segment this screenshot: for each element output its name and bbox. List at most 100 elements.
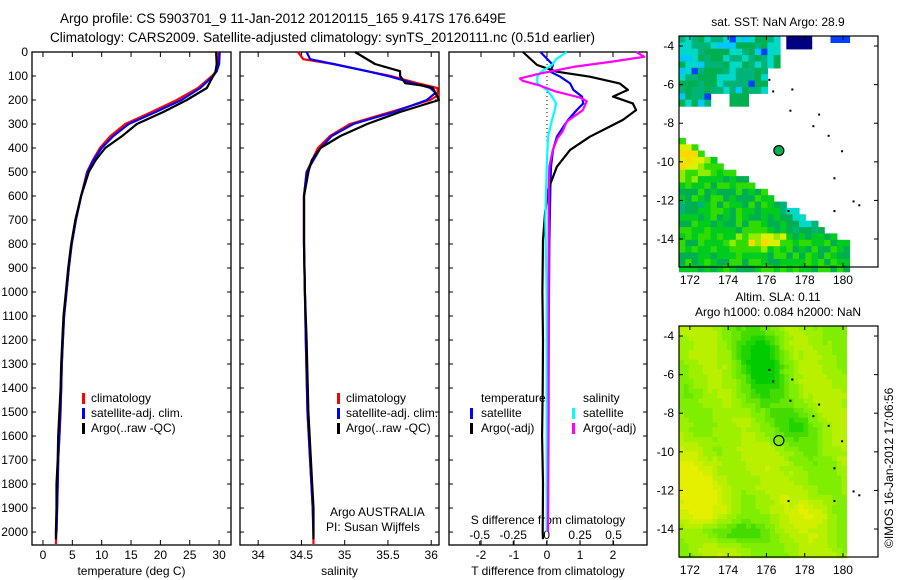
sla-cell [789, 499, 795, 506]
sla-cell [750, 354, 757, 361]
sla-cell [702, 379, 709, 385]
sla-cell [760, 408, 766, 414]
sla-cell [808, 417, 814, 424]
sla-cell [803, 523, 809, 530]
sla-cell [817, 490, 824, 496]
sst-cell [786, 42, 794, 50]
sst-cell [735, 201, 743, 209]
island-marker [833, 210, 836, 213]
sla-cell [717, 528, 723, 534]
y-tick-label: 1000 [1, 285, 28, 299]
sst-cell [697, 55, 705, 63]
sst-cell [691, 150, 699, 158]
sla-cell [679, 412, 685, 419]
sst-cell [685, 61, 693, 69]
sla-cell [712, 374, 718, 380]
sla-cell [688, 364, 694, 370]
sst-cell [792, 220, 800, 228]
sla-cell [683, 364, 690, 370]
sla-cell [736, 354, 742, 361]
sla-cell [798, 523, 804, 530]
sla-cell [784, 422, 790, 428]
sla-cell [712, 552, 718, 559]
sst-cell [742, 188, 749, 196]
sla-cell [698, 408, 704, 414]
sla-cell [774, 494, 781, 501]
sla-cell [808, 354, 814, 361]
sla-cell [817, 427, 824, 433]
x-tick-label: -1 [509, 548, 520, 562]
sla-cell [798, 538, 804, 544]
sst-cell [691, 227, 699, 235]
sla-cell [803, 354, 809, 361]
sst-cell [691, 55, 699, 63]
sla-cell [693, 480, 699, 486]
sst-cell [761, 201, 768, 209]
sst-cell [799, 258, 806, 266]
sla-cell [683, 354, 690, 361]
sla-cell [808, 383, 814, 390]
sst-cell [685, 214, 693, 222]
sla-cell [731, 437, 737, 443]
sst-cell [691, 93, 699, 101]
sla-cell [798, 417, 804, 424]
sla-cell [827, 345, 833, 351]
sla-cell [808, 398, 814, 404]
sla-cell [827, 388, 833, 395]
sst-cell [824, 252, 832, 260]
lon-tick-label: 174 [718, 273, 738, 287]
sla-cell [789, 461, 795, 467]
sla-cell [803, 398, 809, 404]
sla-cell [836, 446, 843, 452]
sla-cell [841, 330, 847, 337]
sst-cell [792, 258, 800, 266]
sla-cell [726, 547, 733, 554]
sla-cell [832, 519, 838, 525]
sst-cell [754, 207, 762, 215]
sla-cell [722, 519, 728, 525]
sla-cell [779, 494, 785, 501]
sla-cell [760, 432, 766, 438]
sst-cell [799, 227, 806, 235]
sla-cell [722, 417, 728, 424]
sla-cell [779, 509, 785, 515]
sla-cell [779, 451, 785, 457]
sst-cell [742, 182, 749, 190]
sla-cell [808, 456, 814, 462]
sla-cell [769, 461, 776, 467]
sst-cell [767, 195, 775, 203]
legend-swatch [337, 423, 340, 434]
sla-cell [779, 475, 785, 481]
sla-cell [712, 383, 718, 390]
sla-cell [702, 475, 709, 481]
sst-cell [761, 265, 768, 273]
sla-cell [784, 451, 790, 457]
sla-cell [789, 383, 795, 390]
sla-cell [841, 538, 847, 544]
sla-cell [812, 398, 819, 404]
sla-cell [717, 412, 723, 419]
sla-cell [746, 412, 752, 419]
sla-cell [827, 350, 833, 356]
sla-cell [817, 485, 824, 491]
sla-cell [832, 509, 838, 515]
sst-cell [799, 252, 806, 260]
sla-cell [789, 485, 795, 491]
sla-cell [827, 412, 833, 419]
sst-cell [761, 61, 768, 69]
figure-title-line1: Argo profile: CS 5903701_9 11-Jan-2012 2… [60, 11, 506, 26]
sst-cell [811, 252, 819, 260]
sla-cell [755, 451, 761, 457]
sla-cell [760, 528, 766, 534]
sla-cell [798, 330, 804, 337]
sla-cell [812, 533, 819, 539]
sla-cell [798, 335, 804, 341]
sla-cell [822, 465, 828, 472]
sla-cell [702, 504, 709, 510]
sst-cell [735, 61, 743, 69]
sla-cell [746, 364, 752, 370]
sla-cell [760, 441, 766, 448]
sst-cell [710, 169, 718, 177]
sla-cell [712, 398, 718, 404]
